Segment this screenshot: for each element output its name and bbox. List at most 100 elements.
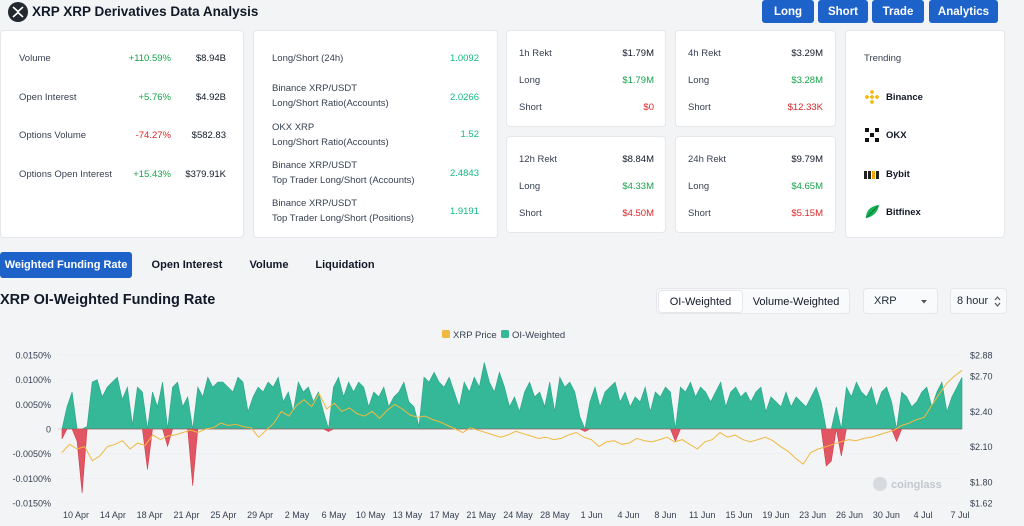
rekt-24h-card: 24h Rekt $9.79M Long $4.65M Short $5.15M — [675, 136, 836, 233]
rekt-4h-card: 4h Rekt $3.29M Long $3.28M Short $12.33K — [675, 30, 836, 127]
funding-rate-chart[interactable]: XRP Price OI-Weighted coinglass 0.0150%0.… — [0, 326, 1024, 526]
x-tick-label: 29 Apr — [247, 510, 273, 520]
rekt-total: $8.84M — [622, 154, 654, 165]
weighting-toggle: OI-Weighted Volume-Weighted — [656, 288, 850, 314]
rekt-long-label: Long — [519, 75, 541, 86]
y-left-tick-label: 0 — [46, 425, 51, 435]
rekt-title: 12h Rekt — [519, 154, 558, 165]
y-right-tick-label: $2.70 — [970, 372, 993, 382]
overview-value: $582.83 — [191, 130, 226, 141]
x-tick-label: 10 May — [356, 510, 386, 520]
x-tick-label: 25 Apr — [210, 510, 236, 520]
tab-weighted-funding-rate[interactable]: Weighted Funding Rate — [0, 252, 132, 278]
y-left-tick-label: 0.0050% — [15, 400, 51, 410]
watermark-text: coinglass — [891, 479, 942, 491]
y-left-tick-label: -0.0150% — [12, 499, 51, 509]
overview-change: -74.27% — [135, 130, 171, 141]
interval-select-value: 8 hour — [957, 295, 989, 307]
funding-rate-negative-area — [61, 428, 962, 494]
ratio-sublabel: Long/Short Ratio(Accounts) — [272, 137, 389, 148]
oi-weighted-option[interactable]: OI-Weighted — [659, 291, 742, 312]
ratio-label: Binance XRP/USDT — [272, 198, 358, 209]
y-right-tick-label: $1.80 — [970, 477, 993, 487]
rekt-total: $1.79M — [622, 48, 654, 59]
trending-item-label: Bitfinex — [886, 207, 921, 218]
xrp-logo-icon — [8, 2, 28, 22]
long-button[interactable]: Long — [762, 0, 814, 23]
ratio-value: 1.0092 — [449, 53, 479, 64]
bybit-icon — [864, 171, 879, 179]
y-left-tick-label: 0.0100% — [15, 375, 51, 385]
overview-label: Options Open Interest — [19, 169, 112, 180]
x-tick-label: 4 Jun — [617, 510, 639, 520]
volume-weighted-option[interactable]: Volume-Weighted — [752, 295, 840, 308]
analytics-button[interactable]: Analytics — [929, 0, 998, 23]
coinglass-logo-icon — [873, 477, 887, 491]
rekt-long-label: Long — [688, 75, 710, 86]
overview-label: Open Interest — [19, 92, 77, 103]
x-tick-label: 24 May — [503, 510, 533, 520]
page-header: XRP XRP Derivatives Data Analysis Long S… — [0, 0, 1024, 24]
overview-label: Options Volume — [19, 130, 87, 141]
y-right-tick-label: $2.40 — [970, 407, 993, 417]
rekt-title: 24h Rekt — [688, 154, 727, 165]
x-tick-label: 30 Jun — [873, 510, 900, 520]
tab-open-interest[interactable]: Open Interest — [151, 259, 223, 271]
x-tick-label: 6 May — [322, 510, 347, 520]
ratio-label: OKX XRP — [272, 122, 315, 133]
x-tick-label: 10 Apr — [63, 510, 89, 520]
ratio-sublabel: Long/Short Ratio(Accounts) — [272, 98, 389, 109]
rekt-title: 1h Rekt — [519, 48, 552, 59]
overview-change: +5.76% — [138, 92, 172, 103]
tab-volume[interactable]: Volume — [249, 259, 289, 271]
chart-axes: 0.0150% 0.0100% 0.0050% 0 -0.0050% -0.0100% -0… — [12, 351, 992, 521]
overview-label: Volume — [19, 53, 51, 64]
ratio-sublabel: Top Trader Long/Short (Positions) — [272, 213, 415, 224]
overview-change: +110.59% — [128, 53, 171, 64]
rekt-long-label: Long — [519, 181, 541, 192]
legend-swatch-price — [442, 330, 450, 338]
trending-item-okx[interactable]: OKX — [864, 126, 984, 144]
tab-liquidation[interactable]: Liquidation — [315, 259, 375, 271]
bitfinex-icon — [865, 205, 879, 219]
ratio-sublabel: Top Trader Long/Short (Accounts) — [272, 175, 415, 186]
rekt-1h-card: 1h Rekt $1.79M Long $1.79M Short $0 — [506, 30, 666, 127]
okx-icon — [865, 128, 879, 142]
binance-icon — [864, 89, 880, 105]
symbol-select[interactable]: XRP — [863, 288, 938, 314]
overview-value: $8.94B — [195, 53, 226, 64]
coinglass-watermark: coinglass — [873, 477, 942, 491]
x-tick-label: 21 Apr — [173, 510, 199, 520]
ratio-value: 2.4843 — [449, 168, 479, 179]
y-left-tick-label: -0.0050% — [12, 449, 51, 459]
overview-change: +15.43% — [133, 169, 171, 180]
trade-button[interactable]: Trade — [872, 0, 924, 23]
rekt-short-value: $0 — [643, 102, 654, 113]
ratio-value: 1.52 — [460, 129, 480, 140]
trending-item-bitfinex[interactable]: Bitfinex — [864, 203, 984, 221]
interval-select[interactable]: 8 hour — [950, 288, 1007, 314]
trending-title: Trending — [864, 53, 902, 64]
rekt-short-label: Short — [688, 102, 711, 113]
trending-item-bybit[interactable]: Bybit — [864, 165, 984, 183]
x-tick-label: 26 Jun — [836, 510, 863, 520]
x-tick-label: 18 Apr — [137, 510, 163, 520]
y-right-tick-label: $2.88 — [970, 351, 993, 361]
chart-title: XRP OI-Weighted Funding Rate — [0, 292, 216, 308]
short-button[interactable]: Short — [818, 0, 868, 23]
rekt-total: $9.79M — [791, 154, 823, 165]
x-tick-label: 28 May — [540, 510, 570, 520]
rekt-short-label: Short — [519, 102, 542, 113]
ratio-label: Long/Short (24h) — [272, 53, 344, 64]
x-tick-label: 1 Jun — [581, 510, 603, 520]
ratio-label: Binance XRP/USDT — [272, 160, 358, 171]
chart-series: coinglass — [61, 362, 963, 494]
y-right-tick-label: $1.62 — [970, 499, 993, 509]
chart-legend: XRP Price OI-Weighted — [442, 330, 565, 341]
trending-item-binance[interactable]: Binance — [864, 88, 984, 106]
rekt-long-value: $3.28M — [791, 75, 823, 86]
y-left-tick-label: -0.0100% — [12, 474, 51, 484]
y-right-tick-label: $2.10 — [970, 442, 993, 452]
x-tick-label: 15 Jun — [725, 510, 752, 520]
legend-label: XRP Price — [453, 330, 497, 341]
